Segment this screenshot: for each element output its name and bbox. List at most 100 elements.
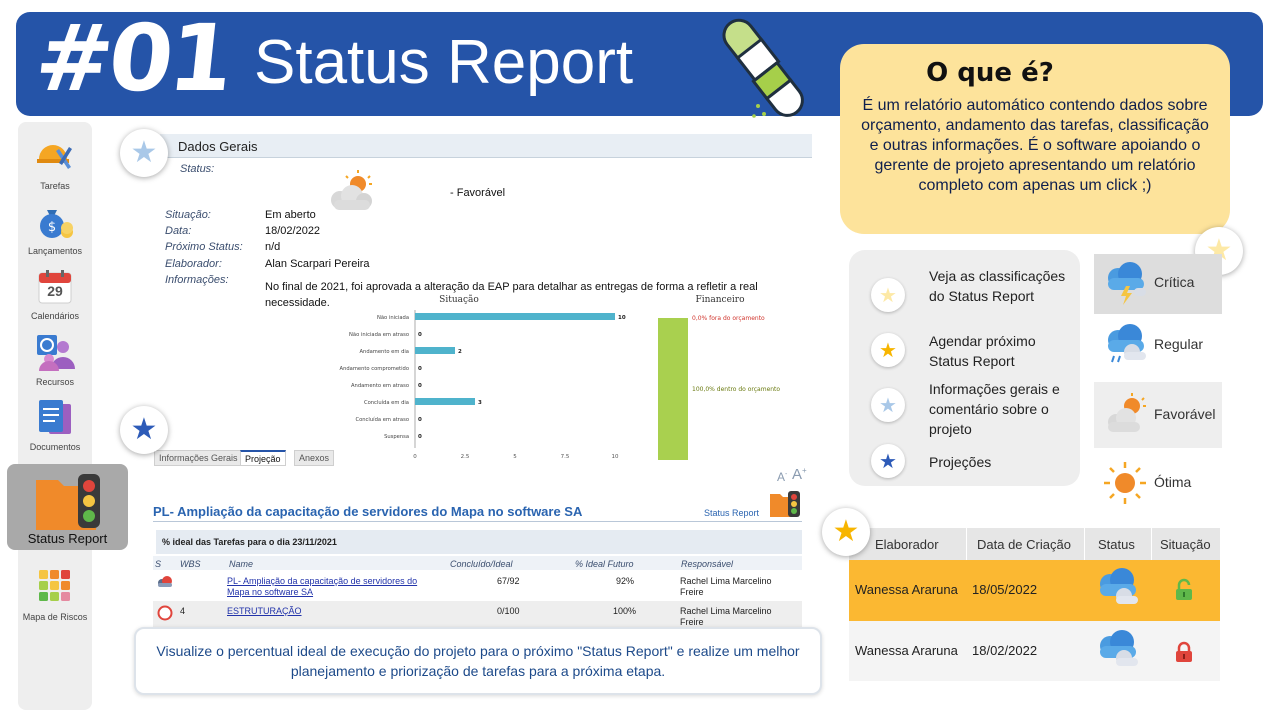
field-label: Informações:: [165, 274, 229, 286]
capsule-icon: [722, 18, 804, 118]
divider: [966, 528, 967, 560]
sr-th-situacao: Situação: [1160, 537, 1211, 552]
field-label: Próximo Status:: [165, 241, 243, 253]
classification-favoravel: Favorável: [1094, 382, 1222, 448]
chart-category-label: Concluída em atraso: [355, 416, 409, 423]
row-name-link[interactable]: PL- Ampliação da capacitação de servidor…: [227, 576, 418, 597]
star-icon-general-info: ★: [120, 129, 168, 177]
chart-category-label: Concluída em dia: [364, 399, 409, 406]
th-name: Name: [229, 559, 254, 569]
chart-tick-label: 5: [513, 454, 517, 460]
chart-data-label: 3: [478, 400, 482, 406]
field-value: n/d: [265, 241, 281, 253]
th-s: S: [155, 559, 162, 569]
chart-category-label: Andamento comprometido: [340, 366, 409, 372]
chart-tick-label: 10: [612, 454, 619, 460]
sidebar-item-label: Tarefas: [40, 181, 70, 191]
sun-icon: [1104, 462, 1146, 504]
caption-box: Visualize o percentual ideal de execução…: [134, 627, 822, 695]
th-concluido: Concluído/Ideal: [450, 559, 513, 569]
classification-otima: Ótima: [1094, 452, 1222, 512]
calendar-day: 29: [47, 283, 63, 299]
chart-annotation: 0,0% fora do orçamento: [692, 315, 765, 322]
ideal-bar: [156, 530, 802, 554]
money-bag-icon: $: [40, 210, 73, 238]
divider: [153, 521, 802, 522]
sr-table-header: [849, 528, 1220, 560]
field-value: Alan Scarpari Pereira: [265, 258, 370, 270]
field-label: Data:: [165, 225, 192, 237]
sr-table-row[interactable]: [849, 560, 1220, 621]
sidebar-item-label: Lançamentos: [27, 246, 83, 256]
chart-bar: [415, 398, 475, 405]
calendar-icon: [38, 270, 72, 304]
star-icon-projections: ★: [120, 406, 168, 454]
documents-icon: [39, 400, 71, 434]
chart-bar: [415, 347, 455, 354]
sr-th-data: Data de Criação: [977, 537, 1071, 552]
classification-critica: Crítica: [1094, 254, 1222, 314]
chart-title-financeiro: Financeiro: [695, 295, 744, 305]
row-name-link[interactable]: ESTRUTURAÇÃO: [227, 606, 302, 616]
traffic-light-icon: [36, 474, 100, 530]
chart-category-label: Andamento em dia: [359, 349, 409, 355]
table-header-row: [153, 556, 802, 570]
sidebar-item-lancamentos[interactable]: $ Lançamentos: [18, 202, 92, 256]
row-concluido: 0/100: [497, 606, 520, 616]
status-value: - Favorável: [450, 187, 506, 199]
sidebar-item-calendarios[interactable]: 29 Calendários: [18, 267, 92, 321]
classification-label: Ótima: [1154, 474, 1192, 490]
row-futuro: 100%: [613, 606, 637, 616]
sr-table-row[interactable]: [849, 621, 1220, 681]
what-is-text: É um relatório automático contendo dados…: [861, 97, 1209, 194]
open-lock-icon[interactable]: [1174, 578, 1194, 602]
rain-cloud-icon: [1100, 630, 1138, 666]
sr-elaborador: Wanessa Araruna: [855, 643, 958, 658]
chart-bar: [415, 313, 615, 320]
chart-data-label: 0: [418, 434, 422, 440]
sidebar-item-label: Recursos: [35, 377, 74, 387]
sidebar-item-documentos[interactable]: Documentos: [18, 398, 92, 452]
report-number: #01: [30, 5, 235, 112]
traffic-light-icon: [770, 491, 800, 517]
sidebar-item-label: Status Report: [27, 531, 108, 546]
star-icon: ★: [871, 388, 905, 422]
what-is-box: O que é? É um relatório automático conte…: [840, 44, 1230, 234]
chart-category-label: Não iniciada: [377, 315, 409, 321]
star-icon-schedule: ★: [822, 508, 870, 556]
classification-label: Favorável: [1154, 406, 1216, 422]
status-report-link[interactable]: Status Report: [704, 508, 760, 518]
field-value: 18/02/2022: [265, 225, 321, 237]
rain-cloud-icon: [1100, 568, 1138, 604]
chart-tick-label: 0: [413, 454, 417, 460]
star-icon: ★: [871, 278, 905, 312]
tab-anexos[interactable]: Anexos: [294, 450, 335, 466]
status-circle-icon: [157, 605, 173, 621]
sidebar-item-recursos[interactable]: Recursos: [18, 333, 92, 387]
divider: [1084, 528, 1085, 560]
row-concluido: 67/92: [497, 576, 520, 586]
sidebar-item-tarefas[interactable]: Tarefas: [18, 137, 92, 191]
font-increase-button[interactable]: A+: [792, 466, 807, 483]
closed-lock-icon[interactable]: [1174, 640, 1194, 664]
tab-projecao[interactable]: Projeção: [240, 450, 286, 466]
storm-icon: [1108, 262, 1146, 305]
classification-label: Crítica: [1154, 274, 1195, 290]
ideal-label: % ideal das Tarefas para o dia 23/11/202…: [162, 537, 337, 547]
risk-map-icon: [39, 570, 70, 601]
font-decrease-button[interactable]: A-: [777, 470, 788, 484]
chart-tick-label: 7.5: [561, 454, 570, 460]
status-label: Status:: [180, 163, 215, 175]
rain-cloud-icon: [1108, 324, 1146, 363]
what-is-title: O que é?: [926, 58, 1054, 88]
legend-item-classifications: Veja as classificações do Status Report: [929, 268, 1066, 304]
sun-cloud-icon: [1108, 393, 1146, 432]
row-responsavel: Rachel Lima Marcelino Freire: [680, 576, 772, 597]
tab-informacoes-gerais[interactable]: Informações Gerais: [154, 450, 243, 466]
table-row: [153, 601, 802, 627]
tasks-icon: [37, 145, 72, 169]
legend-item-general-info: Informações gerais e comentário sobre o …: [929, 381, 1060, 437]
legend-panel: ★ Veja as classificações do Status Repor…: [849, 250, 1080, 486]
sidebar-item-mapa-de-riscos[interactable]: Mapa de Riscos: [18, 568, 92, 622]
th-wbs: WBS: [180, 559, 201, 569]
